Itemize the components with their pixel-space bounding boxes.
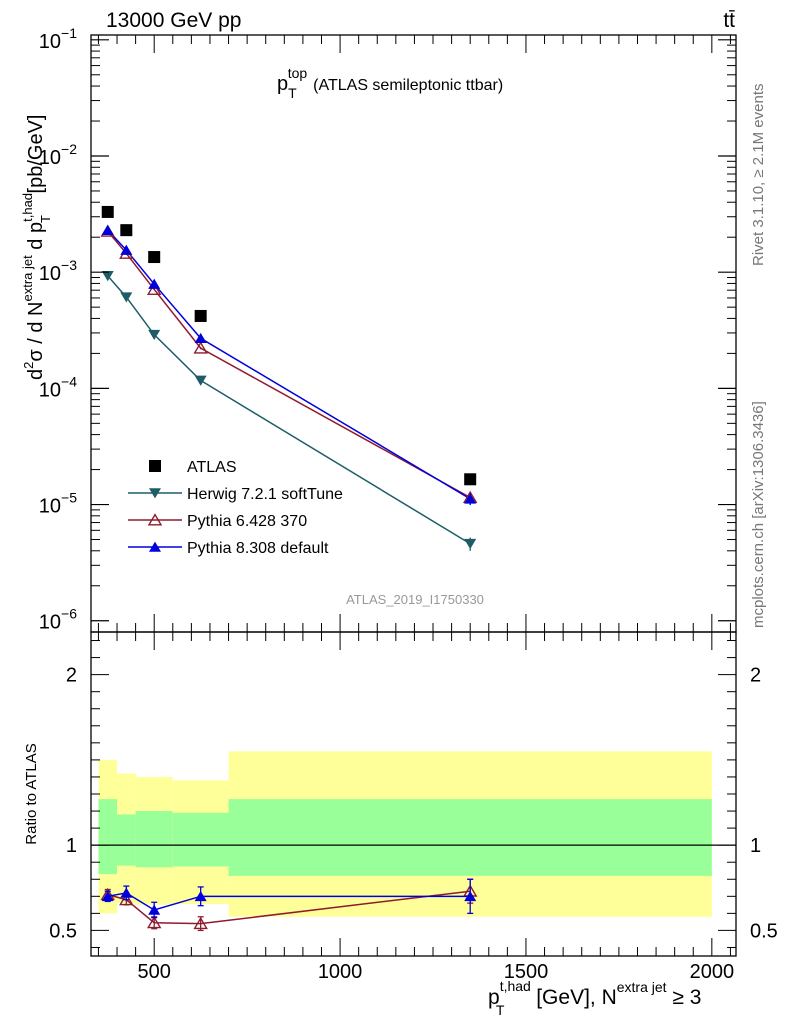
x-tick-label: 2000	[690, 961, 735, 983]
ylabel-unit: [pb/GeV]	[25, 115, 47, 200]
ratio-y-tick-label: 0.5	[49, 920, 77, 942]
point-pythia-6-428-370	[193, 341, 208, 354]
legend-marker-atlas	[149, 460, 161, 472]
legend-label-pythia-8-308-default: Pythia 8.308 default	[187, 540, 329, 557]
point-pythia-6-428-370	[146, 282, 162, 295]
ratio-point-pythia-6-428-370	[193, 916, 208, 930]
ratio-xlabel: pt,had T [GeV], Nextra jet ≥ 3	[488, 978, 701, 1018]
point-pythia-8-308-default	[148, 278, 161, 289]
series-line-herwig-7-2-1-softtune	[107, 275, 471, 545]
ratio-ticks: 0.5 0.5 1 1 2 2 500 1000 1500 2000	[49, 632, 778, 983]
point-herwig-7-2-1-softtune	[148, 329, 161, 341]
header-left: 13000 GeV pp	[106, 9, 241, 32]
ylabel-dp: d p	[25, 222, 47, 255]
legend-marker-herwig-7-2-1-softtune	[149, 488, 161, 499]
x-tick-label: 500	[138, 961, 171, 983]
legend: ATLAS Herwig 7.2.1 softTune Pythia 6.428 3…	[128, 459, 343, 557]
x-tick-label: 1500	[504, 961, 549, 983]
y-tick-label: 10−6	[39, 606, 77, 634]
ratio-y-tick-label-right: 1	[750, 835, 761, 857]
point-pythia-8-308-default	[101, 224, 114, 235]
x-tick-label: 1000	[318, 961, 363, 983]
main-title: pTtop (ATLAS semileptonic ttbar)	[277, 65, 503, 101]
point-pythia-8-308-default	[194, 332, 207, 344]
title-sub: T	[288, 85, 297, 101]
ratio-y-tick-label: 1	[66, 835, 77, 857]
point-atlas	[148, 251, 161, 264]
xlabel-ge3: ≥ 3	[667, 986, 702, 1009]
ratio-bands	[91, 751, 736, 917]
ylabel-exp2: 2	[21, 362, 36, 369]
ratio-point-pythia-8-308-default	[148, 904, 161, 915]
ratio-point-pythia-8-308-default	[101, 890, 114, 902]
uncertainty-band-green	[117, 814, 136, 866]
watermark: ATLAS_2019_I1750330	[346, 592, 484, 607]
point-herwig-7-2-1-softtune	[194, 375, 207, 386]
ratio-y-tick-label-right: 2	[750, 665, 761, 687]
title-sup: top	[288, 65, 308, 81]
uncertainty-band-green	[172, 812, 229, 867]
ylabel-sigma: σ / d N	[25, 302, 47, 362]
side-text-upper: Rivet 3.1.10, ≥ 2.1M events	[750, 84, 767, 267]
ratio-ylabel: Ratio to ATLAS	[23, 743, 40, 844]
xlabel-T: T	[496, 1002, 505, 1018]
series-line-pythia-8-308-default	[107, 229, 471, 500]
ratio-panel: 0.5 0.5 1 1 2 2 500 1000 1500 2000 Ratio to ATLAS…	[23, 631, 778, 1018]
ratio-y-tick-label: 2	[66, 665, 77, 687]
point-atlas	[464, 473, 477, 486]
uncertainty-band-green	[135, 811, 173, 868]
ratio-point-pythia-8-308-default	[194, 890, 207, 902]
ratio-marks	[100, 878, 478, 932]
ratio-y-tick-label-right: 0.5	[750, 920, 778, 942]
point-atlas	[120, 224, 133, 237]
point-pythia-8-308-default	[120, 244, 133, 255]
side-text-lower: mcplots.cern.ch [arXiv:1306.3436]	[750, 401, 767, 628]
main-ticks: 10−6 10−5 10−4 10−3 10−2 10−1	[39, 25, 736, 634]
y-tick-label: 10−2	[39, 141, 77, 169]
series-line-pythia-6-428-370	[107, 230, 471, 499]
y-tick-label: 10−1	[39, 25, 77, 53]
legend-label-pythia-6-428-370: Pythia 6.428 370	[187, 513, 307, 530]
point-herwig-7-2-1-softtune	[101, 271, 114, 282]
point-herwig-7-2-1-softtune	[120, 292, 133, 303]
point-herwig-7-2-1-softtune	[464, 538, 477, 550]
xlabel-unit: [GeV], N	[530, 986, 616, 1009]
y-tick-label: 10−5	[39, 490, 77, 518]
main-marks	[100, 205, 478, 551]
ratio-point-pythia-8-308-default	[464, 890, 477, 902]
main-panel: 10−610−510−410−310−210−1 pTtop(ATLAS sem…	[20, 25, 737, 634]
xlabel-p: p	[488, 986, 500, 1009]
main-ylabel: d2σ / d Nextra jet d pt,had T [pb/GeV]	[20, 115, 53, 380]
ylabel-thad: t,had	[20, 193, 35, 222]
title-rest: (ATLAS semileptonic ttbar)	[313, 77, 503, 94]
legend-label-atlas: ATLAS	[187, 459, 237, 476]
header-right: tt̄	[723, 9, 735, 32]
xlabel-thad: t,had	[500, 978, 531, 994]
point-pythia-8-308-default	[464, 493, 477, 504]
uncertainty-band-green	[228, 799, 712, 876]
ratio-point-pythia-6-428-370	[146, 915, 162, 929]
ratio-point-pythia-8-308-default	[120, 887, 133, 898]
point-atlas	[194, 309, 207, 322]
xlabel-extrajet: extra jet	[617, 979, 667, 995]
legend-label-herwig-7-2-1-softtune: Herwig 7.2.1 softTune	[187, 486, 343, 503]
y-tick-label: 10−3	[39, 257, 77, 285]
y-tick-label: 10−4	[39, 373, 77, 401]
ylabel-T: T	[38, 215, 53, 223]
ylabel-extrajet: extra jet	[20, 255, 35, 302]
ylabel-d: d	[25, 369, 47, 380]
title-p: p	[277, 73, 288, 95]
uncertainty-band-green	[98, 799, 118, 875]
legend-marker-pythia-8-308-default	[149, 541, 161, 552]
point-atlas	[101, 205, 114, 218]
legend-marker-pythia-6-428-370	[147, 513, 163, 526]
